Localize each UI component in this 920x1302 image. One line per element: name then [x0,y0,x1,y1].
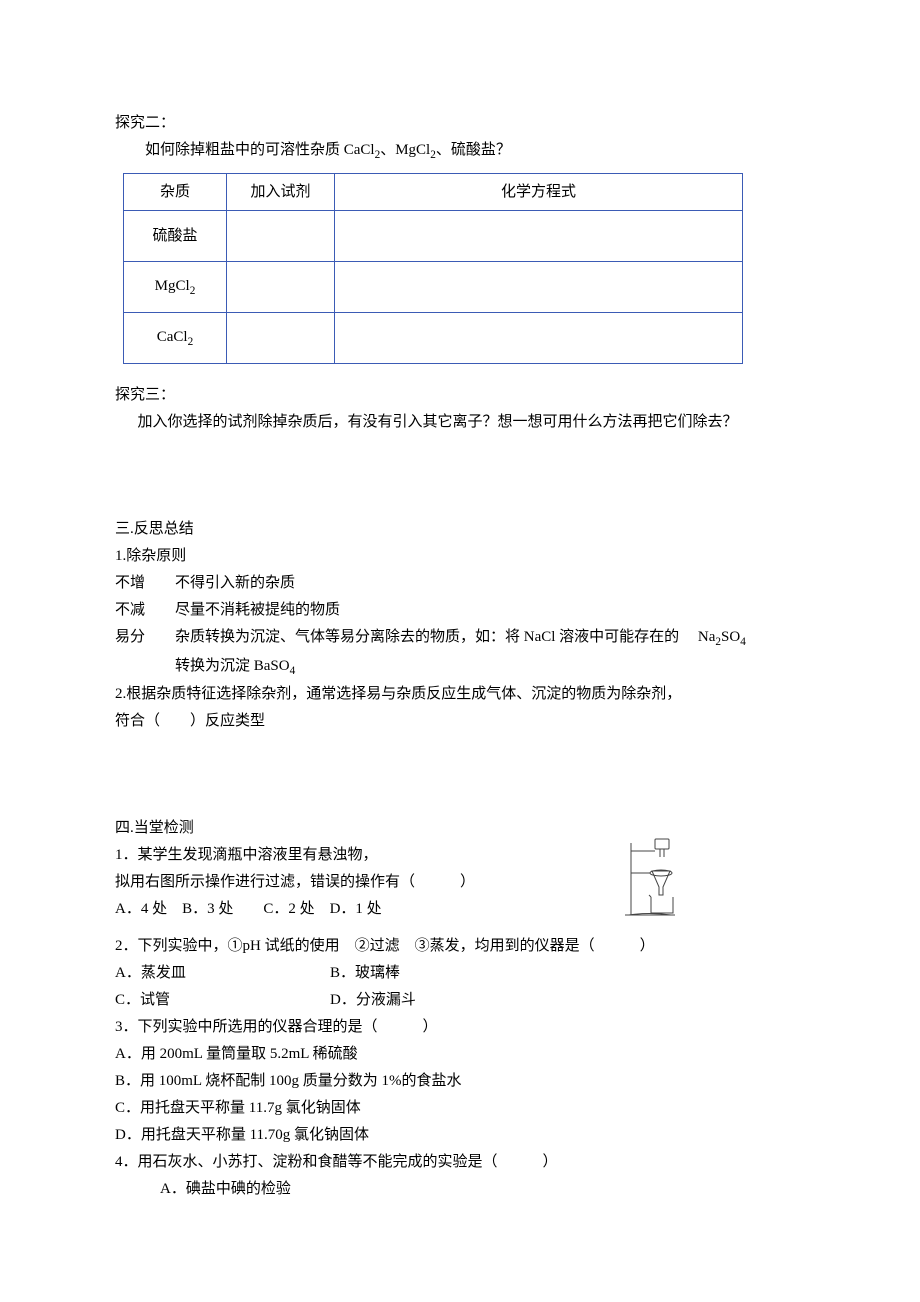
q4-stem: 4．用石灰水、小苏打、淀粉和食醋等不能完成的实验是（ ） [115,1149,805,1176]
table-row: 硫酸盐 [124,211,743,262]
table-row: CaCl2 [124,313,743,364]
reflection-line: 不减 尽量不消耗被提纯的物质 [115,597,805,624]
q2-optC: C．试管 [115,987,330,1014]
q4-opts: A．碘盐中碘的检验 [115,1176,805,1203]
q2-opts-row2: C．试管 D．分液漏斗 [115,987,805,1014]
quiz-title: 四.当堂检测 [115,815,805,842]
table-header-row: 杂质 加入试剂 化学方程式 [124,174,743,211]
cell-equation [335,211,743,262]
cell-reagent [227,211,335,262]
q3-opts: A．用 200mL 量筒量取 5.2mL 稀硫酸 B．用 100mL 烧杯配制 … [115,1041,805,1149]
impurity-table: 杂质 加入试剂 化学方程式 硫酸盐 MgCl2 CaCl2 [123,173,743,364]
cell-reagent [227,262,335,313]
reflection-item2-cont: 符合（ ）反应类型 [115,708,805,735]
cell-impurity: 硫酸盐 [124,211,227,262]
reflection-item1-title: 1.除杂原则 [115,543,805,570]
col-header-impurity: 杂质 [124,174,227,211]
q2-optA: A．蒸发皿 [115,960,330,987]
document-page: 探究二： 如何除掉粗盐中的可溶性杂质 CaCl2、MgCl2、硫酸盐？ 杂质 加… [0,0,920,1302]
q3-optA: A．用 200mL 量筒量取 5.2mL 稀硫酸 [115,1041,805,1068]
q3-stem: 3．下列实验中所选用的仪器合理的是（ ） [115,1014,805,1041]
cell-equation [335,313,743,364]
inquiry3-title: 探究三： [115,382,805,409]
q1-line1: 1．某学生发现滴瓶中溶液里有悬浊物， [115,842,530,869]
cell-equation [335,262,743,313]
filtration-apparatus-icon [619,837,685,919]
reflection-line: 易分 杂质转换为沉淀、气体等易分离除去的物质，如：将 NaCl 溶液中可能存在的… [115,624,805,652]
q2-optD: D．分液漏斗 [330,987,416,1014]
q3-optC: C．用托盘天平称量 11.7g 氯化钠固体 [115,1095,805,1122]
cell-reagent [227,313,335,364]
q1-block: 1．某学生发现滴瓶中溶液里有悬浊物， 拟用右图所示操作进行过滤，错误的操作有（ … [115,842,805,923]
table-row: MgCl2 [124,262,743,313]
cell-impurity: CaCl2 [124,313,227,364]
q3-optD: D．用托盘天平称量 11.70g 氯化钠固体 [115,1122,805,1149]
q1-line2: 拟用右图所示操作进行过滤，错误的操作有（ ） [115,869,530,896]
inquiry2-prompt: 如何除掉粗盐中的可溶性杂质 CaCl2、MgCl2、硫酸盐？ [115,137,805,165]
col-header-equation: 化学方程式 [335,174,743,211]
q2-optB: B．玻璃棒 [330,960,400,987]
reflection-title: 三.反思总结 [115,516,805,543]
q4-optA: A．碘盐中碘的检验 [115,1176,805,1203]
q2-stem: 2．下列实验中，①pH 试纸的使用 ②过滤 ③蒸发，均用到的仪器是（ ） [115,933,805,960]
inquiry2-title: 探究二： [115,110,805,137]
q1-opts: A．4 处 B．3 处 C．2 处 D．1 处 [115,896,530,923]
reflection-item2: 2.根据杂质特征选择除杂剂，通常选择易与杂质反应生成气体、沉淀的物质为除杂剂， [115,681,805,708]
col-header-reagent: 加入试剂 [227,174,335,211]
reflection-line-cont: 转换为沉淀 BaSO4 [115,653,805,681]
reflection-line: 不增 不得引入新的杂质 [115,570,805,597]
inquiry3-prompt: 加入你选择的试剂除掉杂质后，有没有引入其它离子？想一想可用什么方法再把它们除去？ [115,409,805,436]
q2-opts-row1: A．蒸发皿 B．玻璃棒 [115,960,805,987]
q3-optB: B．用 100mL 烧杯配制 100g 质量分数为 1%的食盐水 [115,1068,805,1095]
cell-impurity: MgCl2 [124,262,227,313]
